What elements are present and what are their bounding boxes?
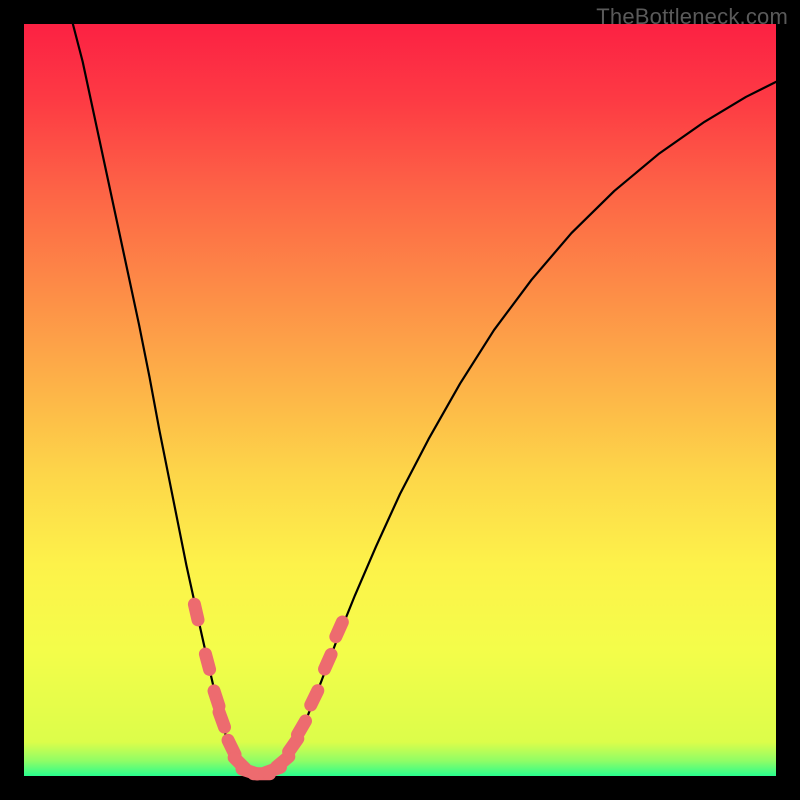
chart-container: TheBottleneck.com (0, 0, 800, 800)
bottleneck-curve-chart (0, 0, 800, 800)
plot-area (24, 24, 776, 776)
watermark-text: TheBottleneck.com (596, 4, 788, 30)
